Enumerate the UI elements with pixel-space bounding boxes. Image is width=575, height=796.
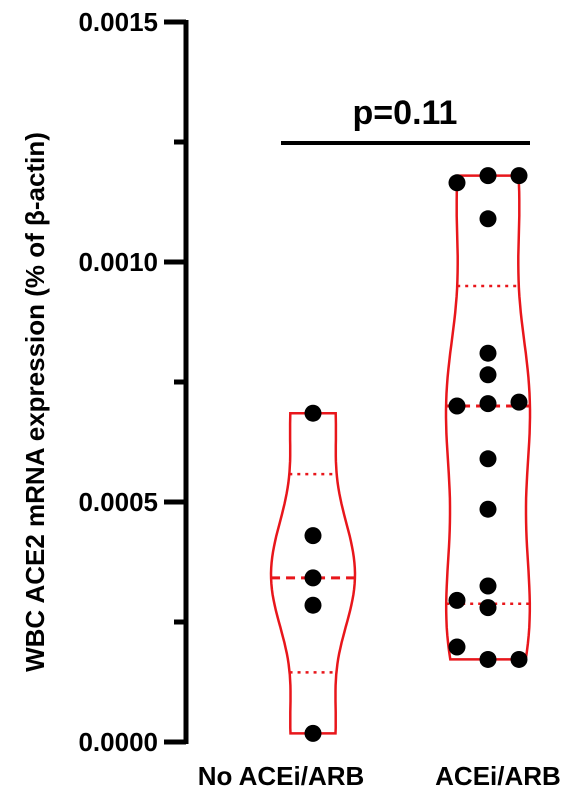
data-points — [304, 167, 528, 742]
y-tick-label: 0.0000 — [78, 727, 158, 757]
x-tick-label: No ACEi/ARB — [198, 761, 365, 791]
data-point — [510, 650, 528, 668]
x-tick-label: ACEi/ARB — [435, 761, 561, 791]
data-point — [479, 210, 497, 228]
data-point — [304, 724, 322, 742]
data-point — [479, 167, 497, 185]
data-point — [448, 591, 466, 609]
data-point — [479, 366, 497, 384]
data-point — [479, 500, 497, 518]
data-point — [479, 395, 497, 413]
data-point — [479, 577, 497, 595]
data-point — [479, 599, 497, 617]
y-tick-label: 0.0005 — [78, 487, 158, 517]
violin-outline — [269, 411, 357, 735]
y-axis-label: WBC ACE2 mRNA expression (% of β-actin) — [20, 132, 50, 672]
data-point — [479, 650, 497, 668]
data-point — [448, 638, 466, 656]
data-point — [479, 450, 497, 468]
p-value-label: p=0.11 — [353, 94, 458, 132]
data-point — [304, 404, 322, 422]
y-tick-label: 0.0015 — [78, 7, 158, 37]
y-tick-label: 0.0010 — [78, 247, 158, 277]
data-point — [448, 397, 466, 415]
data-point — [304, 569, 322, 587]
data-point — [510, 393, 528, 411]
data-point — [448, 174, 466, 192]
data-point — [479, 344, 497, 362]
significance-annotation: p=0.11 — [281, 94, 530, 145]
axes: 0.0000 0.0005 0.0010 0.0015 No ACEi/ARB ACEi/… — [78, 7, 560, 791]
data-point — [304, 527, 322, 545]
data-point — [510, 167, 528, 185]
data-point — [304, 596, 322, 614]
